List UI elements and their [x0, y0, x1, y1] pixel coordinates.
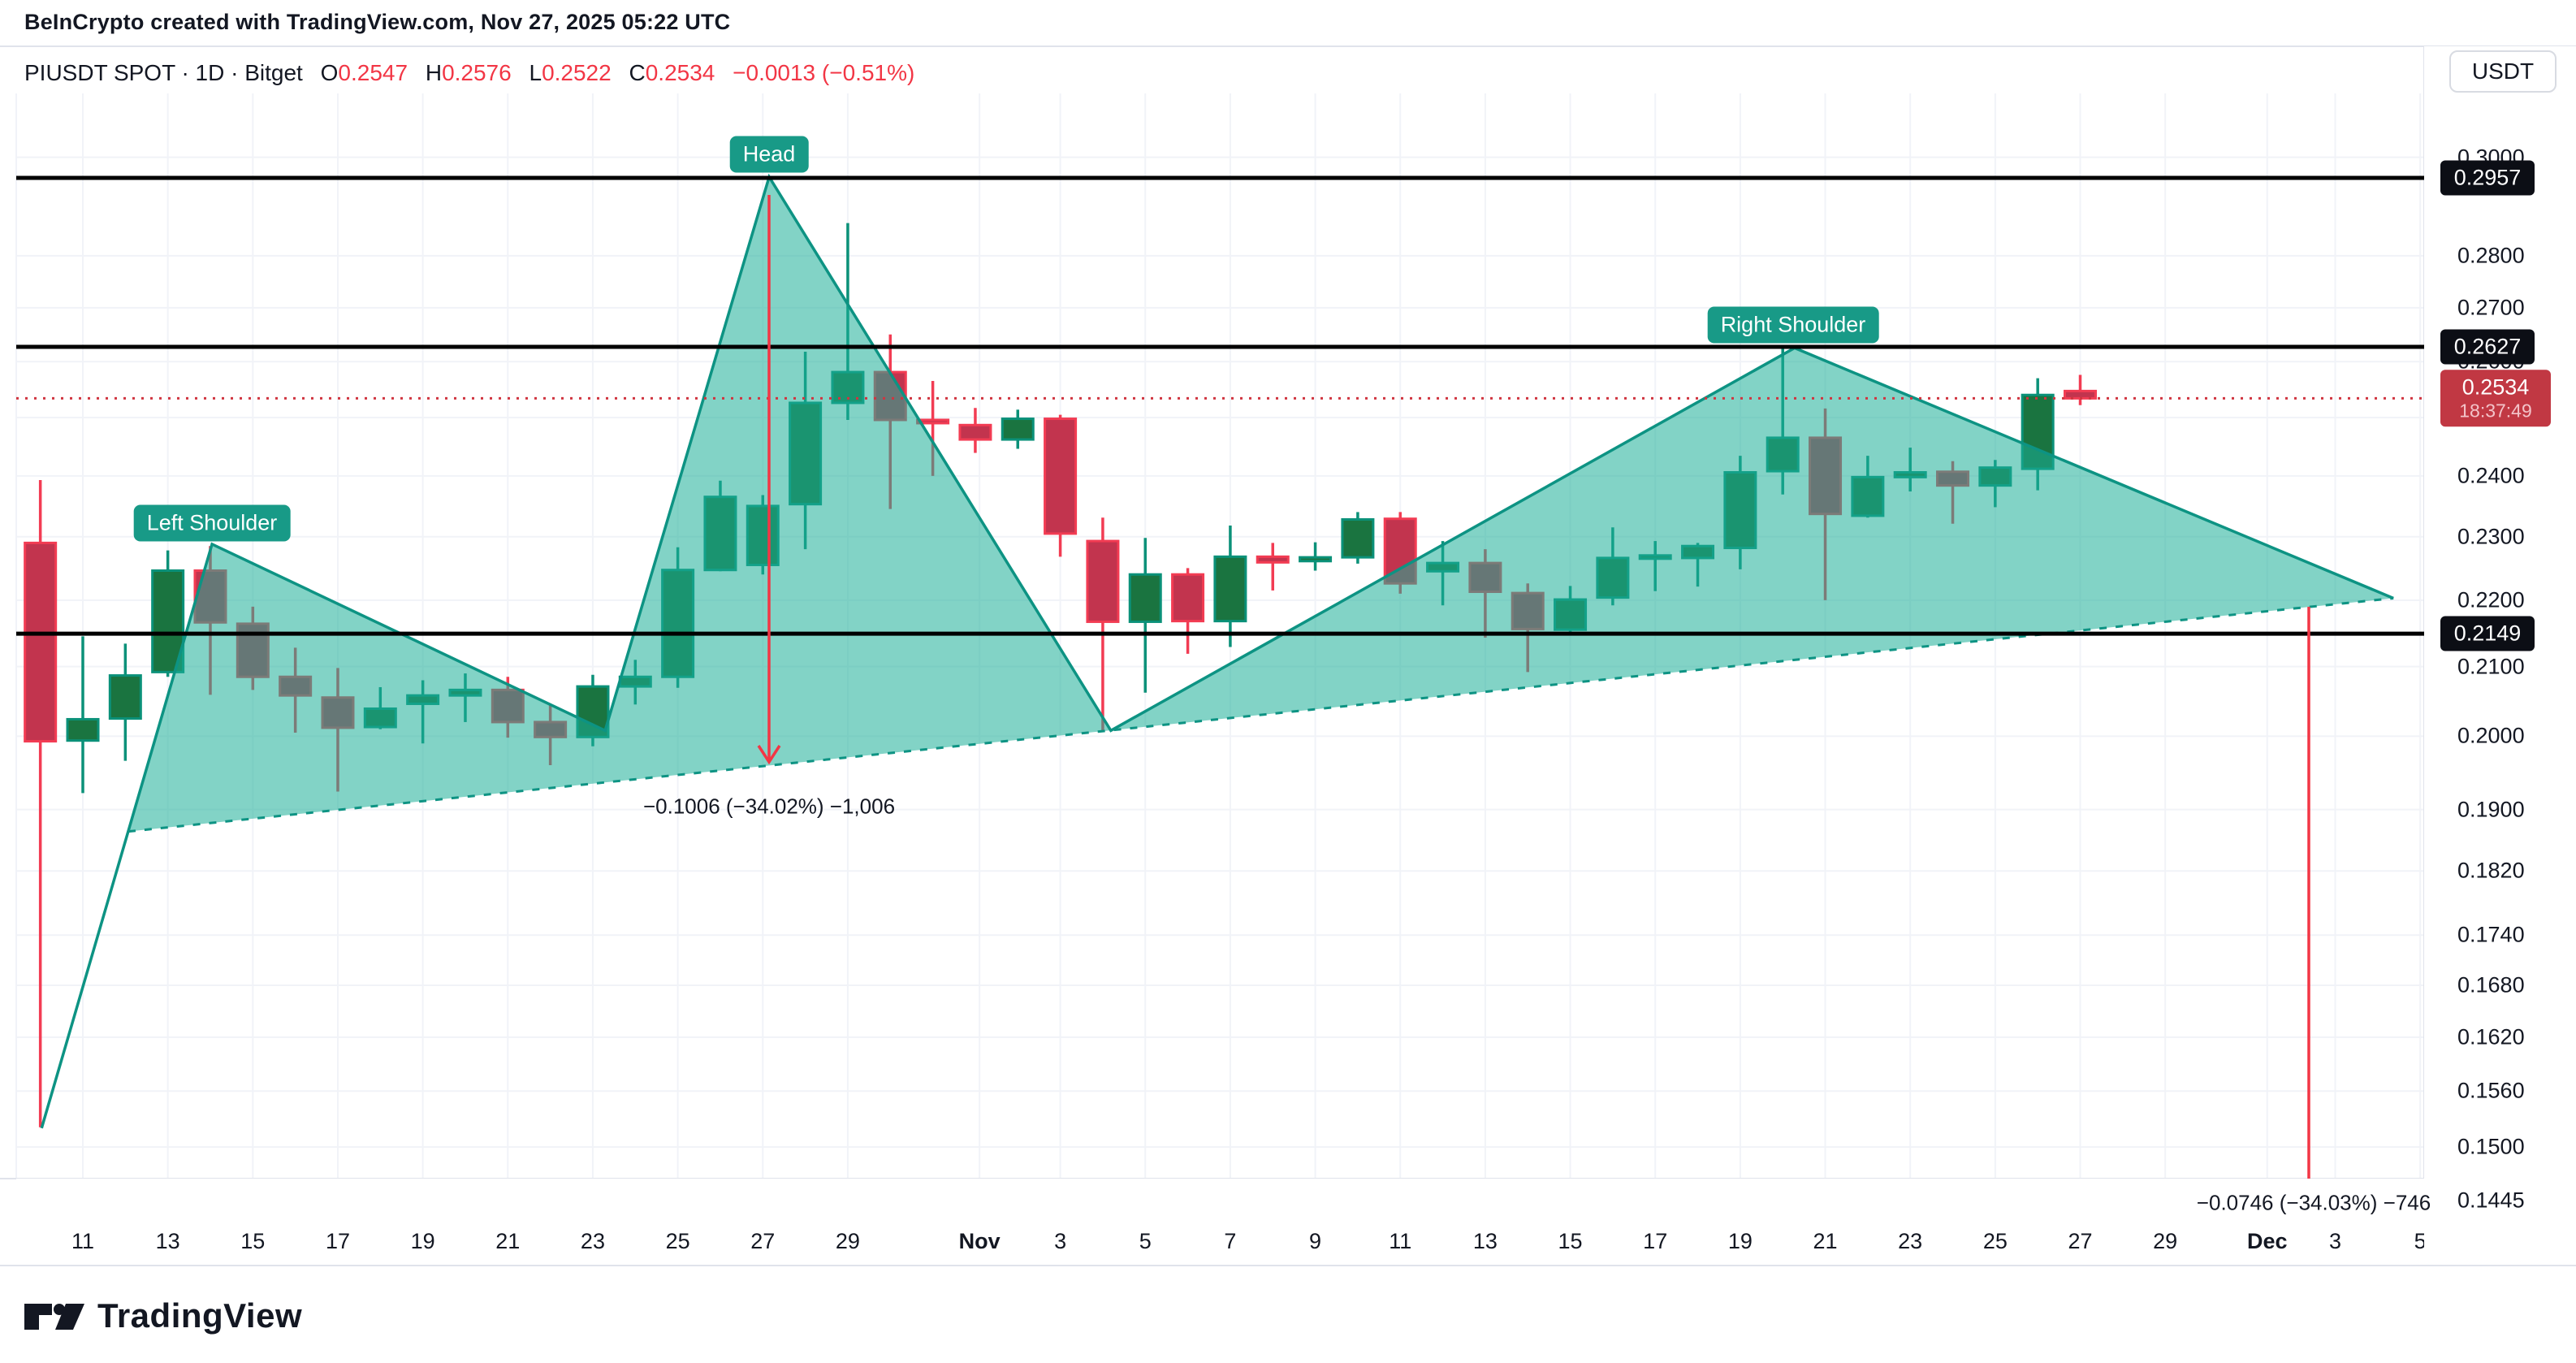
high-label: H	[425, 60, 443, 85]
close-label: C	[629, 60, 646, 85]
candle-body	[1086, 539, 1120, 623]
price-tick-label: 0.2300	[2457, 524, 2525, 549]
price-tick-label: 0.2200	[2457, 587, 2525, 612]
price-tick-label: 0.2000	[2457, 723, 2525, 748]
price-level-badge: 0.2149	[2440, 616, 2535, 651]
neckline-dashed[interactable]	[128, 596, 2394, 833]
time-tick-label: Dec	[2246, 1229, 2288, 1253]
candle-body	[151, 569, 185, 673]
pattern-label-right-shoulder[interactable]: Right Shoulder	[1707, 306, 1879, 344]
time-tick-label: 27	[750, 1229, 776, 1253]
low-value: 0.2522	[542, 60, 612, 85]
time-tick-label: Nov	[958, 1229, 1001, 1253]
price-tick-label: 0.1740	[2457, 922, 2525, 947]
open-label: O	[320, 60, 339, 85]
time-tick-label: 5	[2414, 1229, 2427, 1253]
candle-body	[1213, 555, 1247, 623]
price-level-badge: 0.2627	[2440, 329, 2535, 365]
candle-body	[1299, 556, 1333, 563]
candle-body	[958, 423, 992, 441]
symbol-title[interactable]: PIUSDT SPOT · 1D · Bitget	[24, 60, 303, 85]
time-tick-label: 13	[1472, 1229, 1498, 1253]
price-tick-label: 0.1500	[2457, 1134, 2525, 1159]
time-tick-label: 3	[2328, 1229, 2341, 1253]
candle-body	[24, 541, 58, 743]
currency-button[interactable]: USDT	[2449, 50, 2557, 93]
logo-flag-shape	[24, 1303, 52, 1330]
candle-body	[66, 717, 100, 742]
candle-body	[108, 674, 142, 720]
price-tick-label: 0.1445	[2457, 1188, 2525, 1213]
symbol-info-bar[interactable]: PIUSDT SPOT · 1D · Bitget O0.2547 H0.257…	[24, 60, 914, 86]
logo-slash-shape	[55, 1303, 84, 1330]
low-label: L	[529, 60, 542, 85]
price-tick-label: 0.1620	[2457, 1024, 2525, 1049]
head-and-shoulders-fill[interactable]	[128, 176, 2394, 832]
price-tick-label: 0.2800	[2457, 243, 2525, 268]
candle-body	[1128, 573, 1162, 623]
footer-bar: TradingView	[0, 1265, 2576, 1363]
tradingview-wordmark[interactable]: TradingView	[97, 1296, 303, 1335]
time-tick-label: 7	[1224, 1229, 1237, 1253]
change-value: −0.0013 (−0.51%)	[733, 60, 915, 85]
time-tick-label: 11	[71, 1229, 95, 1253]
time-tick-label: 3	[1054, 1229, 1067, 1253]
time-tick-label: 11	[1389, 1229, 1412, 1253]
price-tick-label: 0.1680	[2457, 972, 2525, 997]
time-tick-label: 19	[410, 1229, 435, 1253]
candle-body	[1341, 517, 1375, 559]
time-tick-label: 29	[2153, 1229, 2178, 1253]
price-axis[interactable]: USDT 0.30000.28000.27000.26000.24000.230…	[2424, 46, 2576, 1265]
measurement-text-target-drop[interactable]: −0.0746 (−34.03%) −746	[2196, 1190, 2431, 1215]
price-level-badge: 0.2957	[2440, 160, 2535, 196]
pattern-label-left-shoulder[interactable]: Left Shoulder	[133, 504, 291, 542]
price-tick-label: 0.2700	[2457, 295, 2525, 320]
price-tick-label: 0.1820	[2457, 858, 2525, 883]
time-tick-label: 21	[1813, 1229, 1838, 1253]
time-tick-label: 25	[1982, 1229, 2008, 1253]
price-tick-label: 0.2400	[2457, 463, 2525, 488]
price-tick-label: 0.1900	[2457, 797, 2525, 822]
time-tick-label: 15	[1558, 1229, 1583, 1253]
time-tick-label: 17	[325, 1229, 350, 1253]
time-tick-label: 5	[1139, 1229, 1152, 1253]
current-price-badge-countdown: 18:37:49	[2459, 400, 2532, 422]
candle-body	[1171, 573, 1205, 623]
current-price-badge: 0.2534 18:37:49	[2440, 370, 2551, 427]
candle-body	[1256, 555, 1290, 564]
current-price-badge-value: 0.2534	[2461, 374, 2530, 400]
high-value: 0.2576	[442, 60, 512, 85]
time-axis[interactable]: 11 13 15 17 19 21 23 25 27 29 Nov 3 5 7 9 11 13 15 17 19 21 2…	[16, 1179, 2427, 1265]
time-tick-label: 29	[835, 1229, 860, 1253]
logo-dot-shape	[54, 1303, 65, 1315]
time-tick-label: 21	[495, 1229, 521, 1253]
pattern-label-head[interactable]: Head	[729, 136, 809, 173]
time-tick-label: 9	[1309, 1229, 1322, 1253]
close-value: 0.2534	[645, 60, 715, 85]
time-tick-label: 19	[1727, 1229, 1753, 1253]
tradingview-logo-icon[interactable]	[23, 1298, 86, 1334]
open-value: 0.2547	[338, 60, 408, 85]
time-tick-label: 13	[155, 1229, 180, 1253]
price-tick-label: 0.1560	[2457, 1078, 2525, 1103]
attribution-text: BeInCrypto created with TradingView.com,…	[24, 10, 731, 34]
time-tick-label: 17	[1643, 1229, 1668, 1253]
time-tick-label: 23	[580, 1229, 605, 1253]
time-tick-label: 23	[1898, 1229, 1923, 1253]
time-tick-label: 27	[2068, 1229, 2093, 1253]
measurement-arrowhead	[757, 745, 781, 765]
time-tick-label: 25	[665, 1229, 690, 1253]
measurement-text-head-drop[interactable]: −0.1006 (−34.02%) −1,006	[642, 794, 896, 819]
price-tick-label: 0.2100	[2457, 654, 2525, 679]
time-tick-label: 15	[240, 1229, 266, 1253]
candle-body	[1001, 418, 1035, 441]
candle-body	[1044, 418, 1078, 535]
